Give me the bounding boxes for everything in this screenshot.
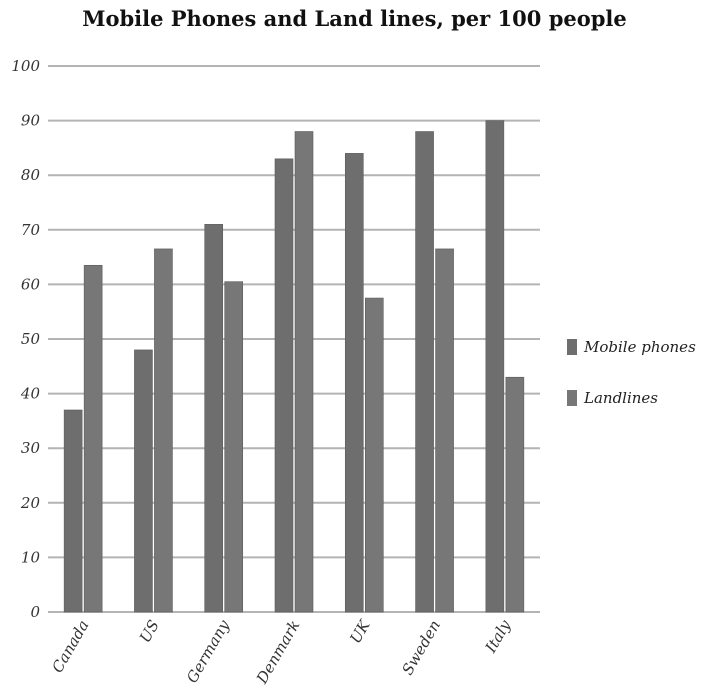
y-tick-label: 50: [21, 330, 41, 348]
legend-label: Mobile phones: [583, 338, 696, 356]
legend-swatch: [567, 339, 577, 355]
legend: Mobile phones Landlines: [567, 338, 696, 407]
y-tick-label: 0: [30, 603, 40, 621]
x-tick-label: Denmark: [252, 617, 303, 686]
y-tick-label: 60: [21, 275, 41, 293]
bar-mobile-phones-us: [134, 349, 153, 613]
y-tick-label: 20: [20, 494, 41, 512]
y-axis-ticks: 0 10 20 30 40 50 60 70 80 90 100: [11, 57, 40, 621]
bar-mobile-phones-italy: [485, 120, 505, 613]
chart-title: Mobile Phones and Land lines, per 100 pe…: [82, 6, 627, 31]
x-axis-ticks: Canada US Germany Denmark UK Sweden Italy: [48, 616, 514, 686]
bar-landlines-sweden: [435, 248, 454, 613]
y-tick-label: 80: [21, 166, 41, 184]
bars: [63, 120, 525, 613]
bar-mobile-phones-germany: [204, 224, 224, 613]
legend-swatch: [567, 390, 577, 406]
bar-landlines-denmark: [294, 131, 314, 613]
x-tick-label: UK: [346, 616, 374, 646]
y-tick-label: 10: [21, 548, 41, 566]
bar-landlines-germany: [224, 281, 244, 613]
bar-mobile-phones-canada: [63, 409, 83, 613]
y-tick-label: 30: [21, 439, 41, 457]
x-tick-label: US: [136, 617, 163, 646]
y-tick-label: 70: [21, 221, 41, 239]
y-tick-label: 40: [20, 385, 41, 403]
grid-lines: [48, 65, 540, 613]
x-tick-label: Sweden: [398, 617, 444, 678]
legend-label: Landlines: [583, 389, 658, 407]
bar-landlines-us: [154, 248, 173, 613]
bar-mobile-phones-uk: [344, 153, 364, 613]
bar-landlines-uk: [364, 297, 384, 613]
y-tick-label: 100: [11, 57, 40, 75]
bar-mobile-phones-denmark: [274, 158, 294, 613]
x-tick-label: Germany: [183, 617, 234, 686]
y-tick-label: 90: [21, 112, 41, 130]
x-tick-label: Canada: [48, 617, 92, 676]
x-tick-label: Italy: [481, 617, 514, 657]
bar-landlines-canada: [83, 264, 103, 613]
bar-mobile-phones-sweden: [415, 131, 434, 613]
bar-landlines-italy: [505, 376, 525, 613]
